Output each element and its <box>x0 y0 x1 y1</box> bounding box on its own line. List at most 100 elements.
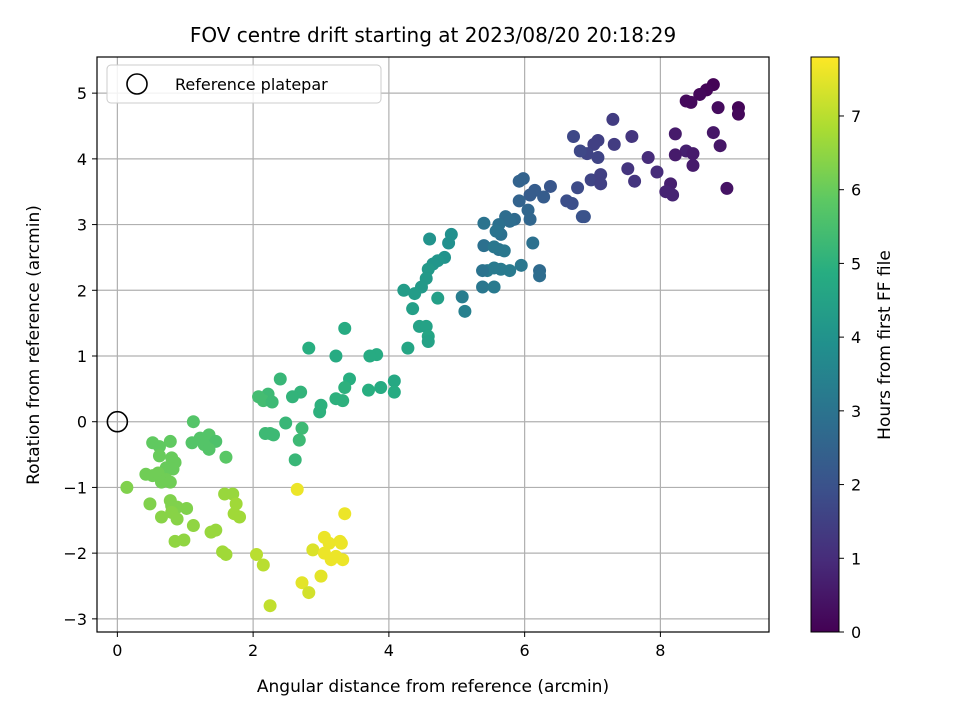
scatter-point <box>594 168 608 182</box>
scatter-point <box>706 126 720 140</box>
scatter-point <box>120 480 134 494</box>
scatter-point <box>329 392 343 406</box>
scatter-point <box>489 224 503 238</box>
legend-box <box>106 64 382 104</box>
scatter-point <box>442 236 456 250</box>
scatter-point <box>387 385 401 399</box>
scatter-point <box>338 321 352 335</box>
scatter-point <box>401 341 415 355</box>
scatter-point <box>177 533 191 547</box>
scatter-point <box>487 280 501 294</box>
scatter-point <box>560 194 574 208</box>
scatter-point <box>477 216 491 230</box>
scatter-point <box>336 553 350 567</box>
scatter-point <box>250 547 264 561</box>
scatter-point <box>621 162 635 176</box>
x-tick-label: 4 <box>384 641 394 660</box>
colorbar-label: Hours from first FF file <box>875 250 895 440</box>
scatter-point <box>338 381 352 395</box>
y-tick-label: −3 <box>63 610 87 629</box>
colorbar: 0 1 2 3 4 5 6 7 Hours from first FF file <box>810 56 895 642</box>
scatter-point <box>295 421 309 435</box>
colorbar-tick-label: 7 <box>851 107 861 126</box>
scatter-point <box>607 137 621 151</box>
scatter-point <box>587 137 601 151</box>
scatter-point <box>387 374 401 388</box>
scatter-point <box>575 210 589 224</box>
scatter-point <box>233 510 247 524</box>
scatter-point <box>503 214 517 228</box>
scatter-point <box>186 519 200 533</box>
scatter-point <box>314 569 328 583</box>
scatter-point <box>219 450 233 464</box>
scatter-point <box>523 212 537 226</box>
scatter-point <box>226 487 240 501</box>
legend-entry-reference-platepar: Reference platepar <box>175 75 328 94</box>
data-points <box>120 78 745 613</box>
scatter-point <box>313 405 327 419</box>
colorbar-tick-label: 6 <box>851 181 861 200</box>
scatter-point <box>573 144 587 158</box>
scatter-point <box>606 112 620 126</box>
scatter-point <box>170 512 184 526</box>
scatter-point <box>302 341 316 355</box>
scatter-point <box>625 130 639 144</box>
y-tick-label: 5 <box>77 84 87 103</box>
colorbar-frame <box>810 56 840 633</box>
scatter-point <box>419 319 433 333</box>
y-tick-label: −2 <box>63 544 87 563</box>
colorbar-tick-label: 5 <box>851 254 861 273</box>
scatter-point <box>720 181 734 195</box>
y-tick-label: −1 <box>63 478 87 497</box>
colorbar-tick-label: 4 <box>851 328 861 347</box>
scatter-point <box>526 236 540 250</box>
scatter-point <box>668 127 682 141</box>
scatter-point <box>363 349 377 363</box>
x-tick-label: 2 <box>248 641 258 660</box>
scatter-point <box>154 510 168 524</box>
scatter-point <box>285 390 299 404</box>
scatter-point <box>497 244 511 258</box>
x-axis-ticks: 0 2 4 6 8 <box>112 632 665 660</box>
scatter-point <box>731 107 745 121</box>
x-tick-label: 8 <box>655 641 665 660</box>
legend: Reference platepar <box>106 64 382 104</box>
scatter-point <box>406 302 420 316</box>
scatter-point <box>686 147 700 161</box>
scatter-point <box>334 536 348 550</box>
scatter-point <box>143 497 157 511</box>
scatter-point <box>288 453 302 467</box>
legend-reference-marker-icon <box>126 73 148 95</box>
scatter-point <box>266 428 280 442</box>
x-tick-label: 0 <box>112 641 122 660</box>
scatter-point <box>229 497 243 511</box>
scatter-point <box>163 475 177 489</box>
scatter-point <box>263 599 277 613</box>
scatter-point <box>265 395 279 409</box>
scatter-point <box>185 436 199 450</box>
plot-frame <box>96 56 770 633</box>
scatter-point <box>338 507 352 521</box>
scatter-point <box>476 280 490 294</box>
y-tick-label: 0 <box>77 413 87 432</box>
chart-title: FOV centre drift starting at 2023/08/20 … <box>190 23 676 47</box>
scatter-point <box>641 151 655 165</box>
scatter-point <box>512 174 526 188</box>
scatter-point <box>219 547 233 561</box>
scatter-point <box>322 536 336 550</box>
scatter-point <box>186 415 200 429</box>
scatter-point <box>431 291 445 305</box>
scatter-point <box>292 433 306 447</box>
colorbar-gradient <box>811 57 839 632</box>
scatter-point <box>477 239 491 253</box>
scatter-point <box>279 416 293 430</box>
scatter-point <box>166 462 180 476</box>
scatter-point <box>512 194 526 208</box>
scatter-point <box>455 290 469 304</box>
reference-platepar-marker <box>106 410 129 433</box>
scatter-point <box>423 232 437 246</box>
scatter-point <box>209 523 223 537</box>
scatter-point <box>668 148 682 162</box>
scatter-point <box>290 482 304 496</box>
